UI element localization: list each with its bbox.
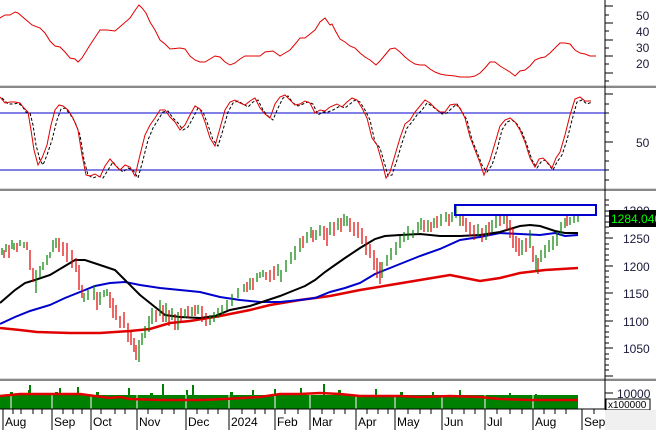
adx-line — [0, 4, 596, 78]
price-bars — [1, 206, 579, 362]
volume-unit-label: x100000 — [608, 400, 647, 411]
adx-ticks — [605, 5, 613, 82]
x-label-feb: Feb — [277, 415, 298, 429]
price-ticks — [605, 199, 613, 377]
price-tick-1250: 1250 — [623, 232, 650, 246]
x-label-sep: Sep — [54, 415, 76, 429]
stochastic-panel: 50 — [0, 93, 650, 181]
stoch-ticks — [605, 93, 613, 181]
ma-red-line — [0, 266, 579, 335]
volume-tick-10000: 10000 — [617, 387, 651, 401]
adx-tick-30: 30 — [636, 41, 650, 55]
last-price-value: 1284.040 — [611, 212, 656, 226]
x-label-aug-2024: Aug — [535, 415, 556, 429]
x-label-apr: Apr — [358, 415, 377, 429]
ma-black-line — [0, 223, 578, 320]
price-tick-1150: 1150 — [623, 287, 649, 301]
x-label-aug-2023: Aug — [5, 415, 26, 429]
panel-separators — [0, 85, 656, 381]
x-label-may: May — [397, 415, 420, 429]
x-label-2024: 2024 — [231, 415, 258, 429]
stoch-k-line — [0, 94, 591, 180]
x-label-jun: Jun — [444, 415, 463, 429]
x-label-jul: Jul — [487, 415, 502, 429]
x-label-dec: Dec — [188, 415, 209, 429]
price-tick-1050: 1050 — [623, 342, 650, 356]
adx-panel: 50 40 30 20 — [0, 4, 650, 82]
price-tick-1200: 1200 — [623, 260, 650, 274]
price-panel: 1300 1250 1200 1150 1100 1050 1284.040 — [0, 199, 656, 377]
x-label-mar: Mar — [312, 415, 333, 429]
price-tick-1100: 1100 — [623, 315, 649, 329]
x-label-sep-2024: Sep — [584, 415, 606, 429]
volume-panel: 10000 x100000 — [0, 384, 651, 411]
resistance-box — [454, 204, 597, 216]
adx-tick-20: 20 — [636, 57, 650, 71]
last-price-tag — [609, 210, 656, 227]
x-label-nov: Nov — [139, 415, 160, 429]
x-label-oct: Oct — [93, 415, 112, 429]
stoch-tick-50: 50 — [636, 136, 650, 150]
ma-blue-line — [0, 231, 579, 325]
adx-tick-50: 50 — [636, 9, 650, 23]
x-axis: Aug Sep Oct Nov Dec 2024 Feb Mar Apr May… — [0, 408, 656, 430]
adx-tick-40: 40 — [636, 25, 650, 39]
volume-ma-line — [0, 391, 578, 402]
